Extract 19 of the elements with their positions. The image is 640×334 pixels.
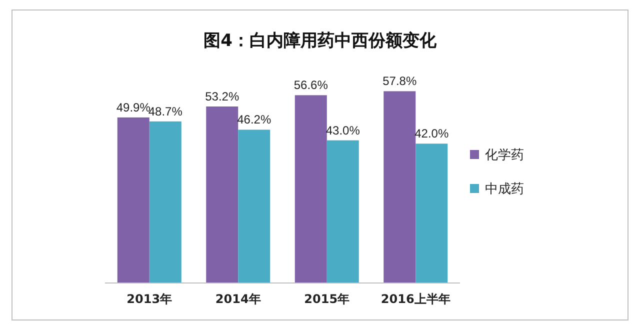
bar: [384, 91, 416, 283]
x-tick-label: 2016上半年: [380, 292, 450, 306]
bar: [149, 121, 182, 283]
data-label: 57.8%: [382, 74, 417, 88]
bar: [238, 130, 270, 283]
data-label: 56.6%: [294, 78, 328, 92]
legend-label: 化学药: [485, 148, 524, 163]
bar: [206, 106, 238, 283]
bar: [117, 117, 150, 283]
legend-label: 中成药: [485, 182, 524, 197]
data-label: 48.7%: [148, 104, 183, 118]
x-tick-label: 2013年: [126, 292, 172, 306]
x-tick-label: 2014年: [215, 292, 261, 306]
bar: [416, 144, 448, 283]
x-tick-label: 2015年: [304, 292, 350, 306]
data-label: 53.2%: [205, 89, 240, 104]
chart-title: 图4：白内障用药中西份额变化: [204, 31, 438, 51]
bar: [326, 140, 359, 283]
bar: [294, 95, 327, 283]
